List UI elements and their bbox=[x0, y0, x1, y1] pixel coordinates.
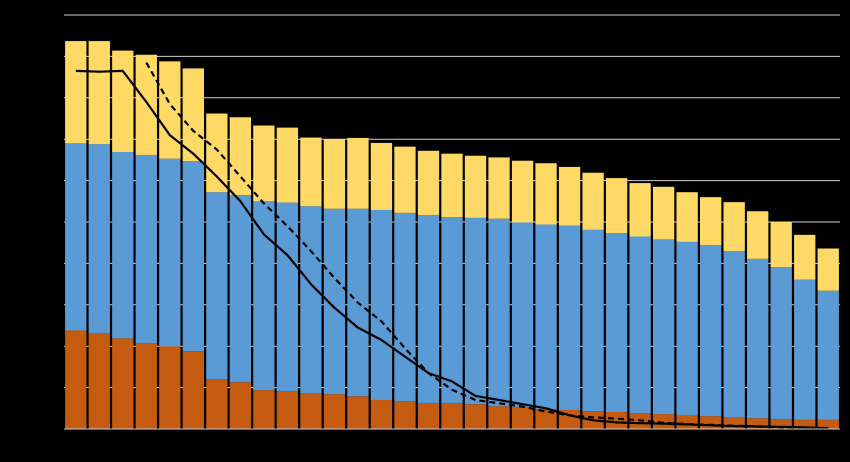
bar-segment-2 bbox=[394, 212, 416, 402]
bar-segment-1 bbox=[370, 400, 393, 429]
bar-segment-1 bbox=[794, 419, 816, 429]
bar-segment-2 bbox=[605, 233, 628, 413]
bar-segment-3 bbox=[347, 137, 369, 209]
bar-segment-2 bbox=[159, 158, 181, 347]
bar-segment-1 bbox=[300, 392, 322, 429]
bar-segment-3 bbox=[488, 157, 510, 219]
bar-segment-1 bbox=[135, 343, 157, 429]
bar-segment-3 bbox=[417, 150, 440, 215]
bar-segment-1 bbox=[65, 330, 87, 429]
bar-segment-2 bbox=[629, 236, 651, 414]
bar-segment-1 bbox=[605, 412, 628, 429]
bar-segment-2 bbox=[441, 217, 463, 403]
bar-segment-2 bbox=[323, 208, 346, 395]
bar-segment-2 bbox=[700, 245, 722, 417]
bar-segment-1 bbox=[276, 391, 299, 429]
bar-segment-3 bbox=[676, 192, 698, 242]
bar-segment-1 bbox=[159, 346, 181, 429]
bar-segment-2 bbox=[206, 192, 228, 380]
bar-segment-3 bbox=[794, 234, 816, 280]
bar-segment-3 bbox=[159, 61, 181, 159]
bar-segment-2 bbox=[723, 250, 745, 417]
bar-segment-1 bbox=[347, 396, 369, 429]
bar-segment-2 bbox=[65, 143, 87, 331]
bar-segment-2 bbox=[535, 224, 557, 410]
bar-segment-3 bbox=[206, 113, 228, 193]
bar-segment-2 bbox=[794, 279, 816, 420]
bar-segment-2 bbox=[582, 229, 604, 412]
bar-segment-1 bbox=[747, 418, 769, 429]
bar-segment-1 bbox=[323, 394, 346, 429]
bar-segment-3 bbox=[652, 186, 675, 240]
bar-segment-2 bbox=[652, 239, 675, 415]
bar-segment-1 bbox=[676, 414, 698, 429]
bar-segment-3 bbox=[88, 41, 110, 145]
bar-segment-2 bbox=[464, 217, 487, 405]
bar-segment-3 bbox=[112, 50, 134, 153]
bar-segment-2 bbox=[300, 206, 322, 393]
bar-segment-3 bbox=[253, 125, 275, 202]
bar-segment-1 bbox=[770, 419, 792, 429]
bar-segment-3 bbox=[323, 139, 346, 209]
bar-segment-1 bbox=[488, 406, 510, 429]
bar-segment-3 bbox=[511, 160, 534, 223]
bar-segment-3 bbox=[370, 142, 393, 210]
bar-segment-2 bbox=[253, 201, 275, 391]
bar-segment-2 bbox=[229, 195, 252, 383]
bar-segment-3 bbox=[558, 166, 581, 226]
bar-segment-3 bbox=[394, 146, 416, 213]
bar-segment-2 bbox=[511, 222, 534, 408]
bar-segment-1 bbox=[441, 402, 463, 429]
bar-segment-1 bbox=[817, 419, 839, 429]
bar-segment-3 bbox=[276, 127, 299, 203]
bar-segment-2 bbox=[135, 154, 157, 344]
bar-segment-2 bbox=[276, 202, 299, 392]
bar-segment-3 bbox=[723, 202, 745, 251]
bar-segment-3 bbox=[582, 172, 604, 230]
bar-segment-3 bbox=[770, 222, 792, 268]
bar-segment-2 bbox=[417, 214, 440, 403]
bar-segment-3 bbox=[629, 183, 651, 237]
bar-segment-2 bbox=[558, 225, 581, 410]
bar-segment-1 bbox=[700, 416, 722, 429]
bar-segment-3 bbox=[535, 163, 557, 225]
bar-segment-1 bbox=[535, 409, 557, 429]
bar-segment-3 bbox=[182, 68, 204, 162]
bar-segment-2 bbox=[676, 241, 698, 415]
bar-segment-3 bbox=[605, 178, 628, 234]
bar-segment-1 bbox=[417, 402, 440, 429]
bar-segment-2 bbox=[488, 218, 510, 407]
bar-segment-3 bbox=[747, 211, 769, 259]
bar-segment-1 bbox=[394, 401, 416, 429]
bar-segment-2 bbox=[817, 290, 839, 420]
bar-segment-1 bbox=[182, 351, 204, 429]
bar-segment-1 bbox=[511, 407, 534, 429]
bar-segment-3 bbox=[300, 137, 322, 207]
bar-segment-1 bbox=[88, 333, 110, 429]
bar-segment-3 bbox=[700, 197, 722, 246]
bar-segment-1 bbox=[112, 338, 134, 429]
bar-segment-3 bbox=[464, 155, 487, 218]
bar-segment-2 bbox=[747, 258, 769, 419]
bar-segment-3 bbox=[441, 153, 463, 218]
bar-segment-1 bbox=[206, 379, 228, 429]
trend-lines bbox=[75, 62, 829, 430]
bar-segment-2 bbox=[88, 144, 110, 334]
bar-segment-2 bbox=[112, 152, 134, 339]
bar-segment-3 bbox=[817, 248, 839, 291]
bar-segment-1 bbox=[253, 390, 275, 429]
bar-segment-3 bbox=[229, 117, 252, 196]
bar-stacks bbox=[65, 41, 839, 429]
bar-segment-3 bbox=[135, 54, 157, 155]
bar-segment-3 bbox=[65, 41, 87, 144]
bar-segment-2 bbox=[370, 209, 393, 401]
bar-segment-1 bbox=[229, 382, 252, 429]
bar-segment-2 bbox=[182, 161, 204, 352]
bar-segment-1 bbox=[652, 414, 675, 429]
bar-segment-1 bbox=[464, 404, 487, 429]
bar-segment-2 bbox=[770, 267, 792, 420]
